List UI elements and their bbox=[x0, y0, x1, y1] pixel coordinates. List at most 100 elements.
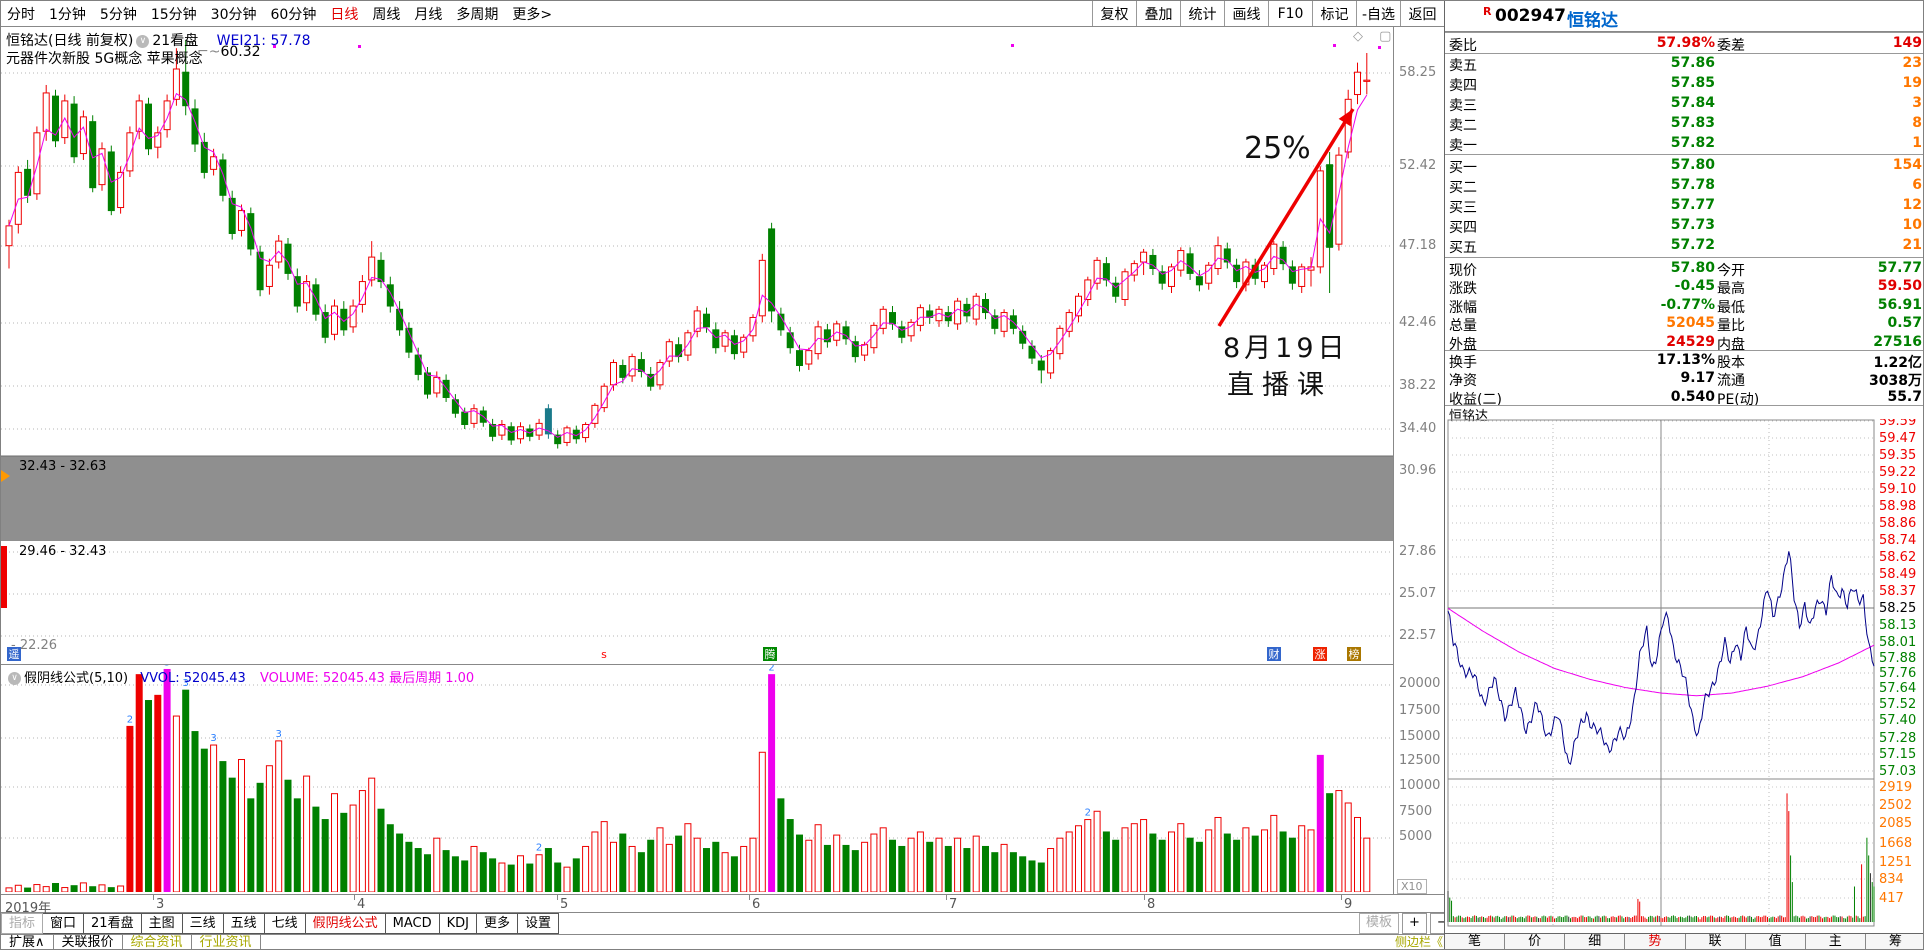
indicator-tab-21看盘[interactable]: 21看盘 bbox=[84, 913, 142, 934]
quote-header[interactable]: R 002947 恒铭达 bbox=[1445, 1, 1923, 32]
ask-row-卖三[interactable]: 卖三 57.84 3 bbox=[1449, 95, 1922, 114]
tool-button-叠加[interactable]: 叠加 bbox=[1136, 1, 1180, 26]
indicator-name[interactable]: 假阴线公式(5,10) bbox=[24, 671, 129, 686]
svg-text:榜: 榜 bbox=[1349, 647, 1360, 661]
indicator-tab-MACD[interactable]: MACD bbox=[385, 913, 440, 934]
svg-text:3: 3 bbox=[183, 678, 189, 689]
volume-tick: 10000 bbox=[1399, 778, 1441, 793]
vvol-value: VVOL: 52045.43 bbox=[140, 671, 246, 686]
bid-row-买二[interactable]: 买二 57.78 6 bbox=[1449, 177, 1922, 196]
period-item-分时[interactable]: 分时 bbox=[7, 6, 35, 23]
status-item-综合资讯[interactable]: 综合资讯 bbox=[123, 935, 192, 949]
tool-button-画线[interactable]: 画线 bbox=[1224, 1, 1268, 26]
layout-label[interactable]: 21看盘 bbox=[152, 33, 199, 49]
concept-tags: 元器件次新股 5G概念 苹果概念 bbox=[6, 51, 203, 67]
status-item-扩展∧[interactable]: 扩展∧ bbox=[1, 935, 54, 949]
tool-button-复权[interactable]: 复权 bbox=[1092, 1, 1136, 26]
chart-corner-icons[interactable]: ◇ ▢ bbox=[1353, 29, 1398, 44]
indicator-tab-三线[interactable]: 三线 bbox=[182, 913, 224, 934]
tool-button-标记[interactable]: 标记 bbox=[1312, 1, 1356, 26]
quote-tab-值[interactable]: 值 bbox=[1745, 934, 1806, 949]
quote-tab-价[interactable]: 价 bbox=[1505, 934, 1566, 949]
month-label: 5 bbox=[560, 897, 569, 912]
svg-text:58.86: 58.86 bbox=[1879, 516, 1916, 531]
bid-row-买一[interactable]: 买一 57.80 154 bbox=[1449, 157, 1922, 176]
info-row-涨幅[interactable]: 涨幅 -0.77% 最低 56.91 bbox=[1449, 296, 1922, 316]
tool-buttons: 复权 叠加 统计 画线 F10 标记 -自选 返回 bbox=[1092, 1, 1444, 26]
quote-panel: R 002947 恒铭达 委比 57.98% 委差 149 卖五 57.86 23 卖四 57.… bbox=[1444, 1, 1924, 949]
svg-text:58.25: 58.25 bbox=[1879, 601, 1916, 616]
zoom-in-button[interactable]: + bbox=[1402, 913, 1427, 934]
period-item-60分钟[interactable]: 60分钟 bbox=[270, 6, 317, 23]
indicator-tab-更多[interactable]: 更多 bbox=[477, 913, 519, 934]
price-tick: 22.57 bbox=[1399, 628, 1437, 643]
quote-tab-笔[interactable]: 笔 bbox=[1445, 934, 1506, 949]
indicator-tab-bar: 指标 窗口 21看盘 主图 三线 五线 七线 假阴线公式 MACD KDJ 更多 设置 bbox=[1, 913, 1444, 934]
quote-panel-tabs: 笔价细势联值主筹 bbox=[1445, 933, 1923, 949]
tool-button-F10[interactable]: F10 bbox=[1268, 1, 1312, 26]
bid-row-买三[interactable]: 买三 57.77 12 bbox=[1449, 197, 1922, 216]
indicator-tab-主图[interactable]: 主图 bbox=[141, 913, 183, 934]
indicator-tab-窗口[interactable]: 窗口 bbox=[43, 913, 85, 934]
tool-button--自选[interactable]: -自选 bbox=[1356, 1, 1400, 26]
info-row-现价[interactable]: 现价 57.80 今开 57.77 bbox=[1449, 260, 1922, 279]
volume-tick: 20000 bbox=[1399, 676, 1441, 691]
period-item-多周期[interactable]: 多周期 bbox=[456, 6, 499, 23]
indicator-tab-指标[interactable]: 指标 bbox=[1, 913, 44, 934]
tool-button-统计[interactable]: 统计 bbox=[1180, 1, 1224, 26]
price-tick: 47.18 bbox=[1399, 238, 1437, 253]
info-row-换手[interactable]: 换手 17.13% 股本 1.22亿 bbox=[1449, 352, 1922, 371]
indicator-tab-五线[interactable]: 五线 bbox=[223, 913, 265, 934]
status-item-关联报价[interactable]: 关联报价 bbox=[54, 935, 123, 949]
period-item-日线[interactable]: 日线 bbox=[330, 6, 359, 23]
period-item-15分钟[interactable]: 15分钟 bbox=[150, 6, 197, 23]
intraday-chart[interactable]: 59.59 59.47 59.35 59.22 59.10 58.98 58.86 58.74… bbox=[1445, 419, 1924, 933]
svg-text:58.62: 58.62 bbox=[1879, 550, 1916, 565]
svg-text:417: 417 bbox=[1879, 891, 1904, 906]
indicator-tab-假阴线公式[interactable]: 假阴线公式 bbox=[305, 913, 386, 934]
ask-row-卖四[interactable]: 卖四 57.85 19 bbox=[1449, 75, 1922, 94]
indicator-tab-七线[interactable]: 七线 bbox=[264, 913, 306, 934]
weibi-row[interactable]: 委比 57.98% 委差 149 bbox=[1449, 35, 1922, 54]
bid-row-买四[interactable]: 买四 57.73 10 bbox=[1449, 217, 1922, 236]
period-item-5分钟[interactable]: 5分钟 bbox=[99, 6, 137, 23]
svg-text:57.76: 57.76 bbox=[1879, 666, 1916, 681]
indicator-tab-设置[interactable]: 设置 bbox=[518, 913, 560, 934]
chevron-down-icon[interactable]: ∨ bbox=[8, 672, 21, 685]
quote-tab-筹[interactable]: 筹 bbox=[1865, 934, 1923, 949]
info-row-收益(二)[interactable]: 收益(二) 0.540 PE(动) 55.7 bbox=[1449, 388, 1922, 408]
quote-tab-势[interactable]: 势 bbox=[1625, 934, 1686, 949]
quote-tab-联[interactable]: 联 bbox=[1685, 934, 1746, 949]
quote-tab-主[interactable]: 主 bbox=[1805, 934, 1866, 949]
period-item-更多>[interactable]: 更多> bbox=[512, 6, 553, 23]
info-row-总量[interactable]: 总量 52045 量比 0.57 bbox=[1449, 315, 1922, 335]
chevron-down-icon[interactable]: ∨ bbox=[136, 34, 150, 48]
period-item-周线[interactable]: 周线 bbox=[372, 6, 401, 23]
ask-row-卖一[interactable]: 卖一 57.82 1 bbox=[1449, 135, 1922, 154]
stock-title: 恒铭达(日线 前复权) bbox=[6, 33, 134, 49]
svg-text:1668: 1668 bbox=[1879, 836, 1912, 851]
info-row-涨跌[interactable]: 涨跌 -0.45 最高 59.50 bbox=[1449, 278, 1922, 298]
status-item-行业资讯[interactable]: 行业资讯 bbox=[192, 935, 261, 949]
bid-row-买五[interactable]: 买五 57.72 21 bbox=[1449, 237, 1922, 256]
top-toolbar: 分时 1分钟 5分钟 15分钟 30分钟 60分钟 日线 周线 月线 多周期 更多> 复权 叠加 统计画… bbox=[1, 1, 1444, 27]
svg-text:涨: 涨 bbox=[1315, 648, 1326, 661]
info-row-净资[interactable]: 净资 9.17 流通 3038万 bbox=[1449, 370, 1922, 390]
period-item-30分钟[interactable]: 30分钟 bbox=[210, 6, 257, 23]
ask-row-卖二[interactable]: 卖二 57.83 8 bbox=[1449, 115, 1922, 134]
template-button[interactable]: 模板 bbox=[1359, 913, 1400, 934]
indicator-tab-KDJ[interactable]: KDJ bbox=[439, 913, 477, 934]
stock-name: 恒铭达 bbox=[1567, 11, 1618, 31]
ask-row-卖五[interactable]: 卖五 57.86 23 bbox=[1449, 55, 1922, 74]
sidebar-toggle[interactable]: 侧边栏《 bbox=[1393, 934, 1444, 949]
volume-chart[interactable]: 2 3 3 3 3 2 2 2 bbox=[1, 664, 1393, 892]
quote-tab-细[interactable]: 细 bbox=[1565, 934, 1626, 949]
date-axis: 2019年 3 4 5 6 7 8 9 bbox=[1, 894, 1444, 916]
info-row-外盘[interactable]: 外盘 24529 内盘 27516 bbox=[1449, 333, 1922, 353]
price-tick: 27.86 bbox=[1399, 544, 1437, 559]
svg-text:2: 2 bbox=[127, 714, 133, 725]
period-item-1分钟[interactable]: 1分钟 bbox=[49, 6, 86, 23]
tool-button-返回[interactable]: 返回 bbox=[1400, 1, 1444, 26]
period-item-月线[interactable]: 月线 bbox=[414, 6, 443, 23]
